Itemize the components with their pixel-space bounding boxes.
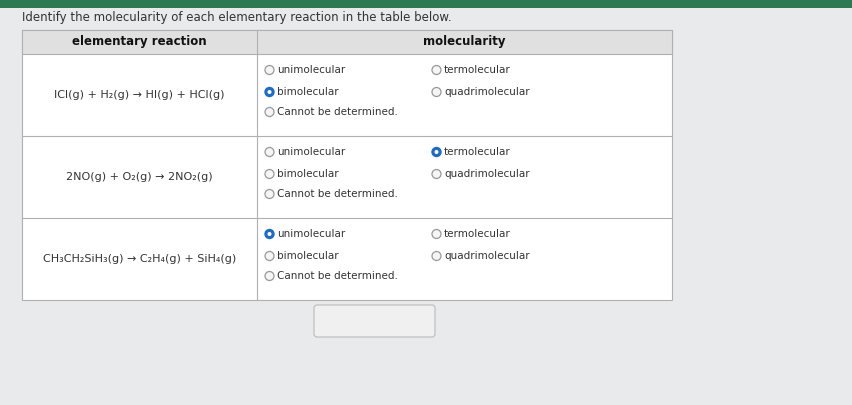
Circle shape [431,252,440,260]
Text: CH₃CH₂SiH₃(g) → C₂H₄(g) + SiH₄(g): CH₃CH₂SiH₃(g) → C₂H₄(g) + SiH₄(g) [43,254,236,264]
Text: quadrimolecular: quadrimolecular [444,251,529,261]
Text: unimolecular: unimolecular [277,229,345,239]
Text: Identify the molecularity of each elementary reaction in the table below.: Identify the molecularity of each elemen… [22,11,451,24]
Text: unimolecular: unimolecular [277,65,345,75]
Circle shape [431,66,440,75]
Circle shape [434,150,438,154]
Text: Cannot be determined.: Cannot be determined. [277,271,397,281]
Text: unimolecular: unimolecular [277,147,345,157]
Text: quadrimolecular: quadrimolecular [444,169,529,179]
FancyBboxPatch shape [314,305,435,337]
Text: ?: ? [402,313,411,328]
Text: Cannot be determined.: Cannot be determined. [277,189,397,199]
FancyBboxPatch shape [22,30,671,54]
Circle shape [268,232,271,236]
Text: bimolecular: bimolecular [277,87,338,97]
Circle shape [265,190,273,198]
Circle shape [265,271,273,281]
FancyBboxPatch shape [22,30,671,300]
Text: termolecular: termolecular [444,229,510,239]
Circle shape [431,147,440,156]
Circle shape [265,170,273,179]
Circle shape [265,66,273,75]
Text: ICl(g) + H₂(g) → HI(g) + HCl(g): ICl(g) + H₂(g) → HI(g) + HCl(g) [55,90,224,100]
Circle shape [431,87,440,96]
Text: molecularity: molecularity [423,36,505,49]
Text: termolecular: termolecular [444,147,510,157]
Text: Cannot be determined.: Cannot be determined. [277,107,397,117]
Circle shape [268,90,271,94]
Circle shape [265,87,273,96]
Text: elementary reaction: elementary reaction [72,36,206,49]
Text: termolecular: termolecular [444,65,510,75]
Text: bimolecular: bimolecular [277,251,338,261]
Circle shape [431,230,440,239]
FancyBboxPatch shape [0,0,852,8]
Circle shape [431,170,440,179]
Text: ×: × [328,313,341,328]
Circle shape [265,230,273,239]
Text: ↺: ↺ [366,313,378,328]
Text: quadrimolecular: quadrimolecular [444,87,529,97]
Circle shape [265,252,273,260]
Circle shape [265,107,273,117]
Text: bimolecular: bimolecular [277,169,338,179]
Circle shape [265,147,273,156]
Text: 2NO(g) + O₂(g) → 2NO₂(g): 2NO(g) + O₂(g) → 2NO₂(g) [66,172,212,182]
